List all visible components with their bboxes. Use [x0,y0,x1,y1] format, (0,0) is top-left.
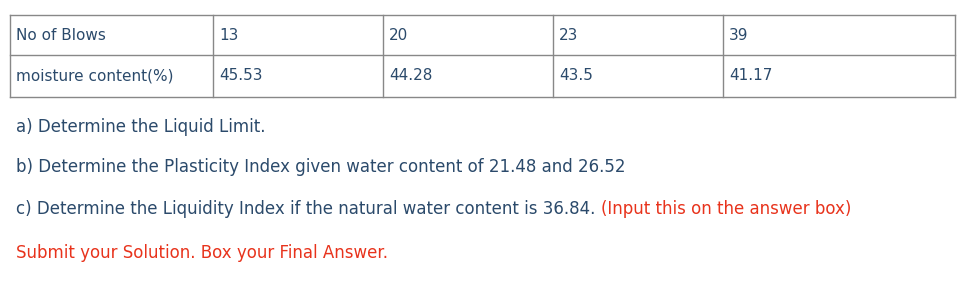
Text: 23: 23 [559,28,578,42]
Text: c) Determine the Liquidity Index if the natural water content is 36.84.: c) Determine the Liquidity Index if the … [16,200,600,218]
Text: No of Blows: No of Blows [16,28,106,42]
Text: moisture content(%): moisture content(%) [16,69,173,83]
Text: (Input this on the answer box): (Input this on the answer box) [600,200,851,218]
Text: b) Determine the Plasticity Index given water content of 21.48 and 26.52: b) Determine the Plasticity Index given … [16,158,625,176]
Text: 44.28: 44.28 [389,69,433,83]
Text: 43.5: 43.5 [559,69,592,83]
Text: 20: 20 [389,28,408,42]
Text: 41.17: 41.17 [729,69,772,83]
Text: 39: 39 [729,28,748,42]
Text: 45.53: 45.53 [219,69,262,83]
Text: 13: 13 [219,28,238,42]
Text: Submit your Solution. Box your Final Answer.: Submit your Solution. Box your Final Ans… [16,244,388,262]
Text: a) Determine the Liquid Limit.: a) Determine the Liquid Limit. [16,118,265,136]
